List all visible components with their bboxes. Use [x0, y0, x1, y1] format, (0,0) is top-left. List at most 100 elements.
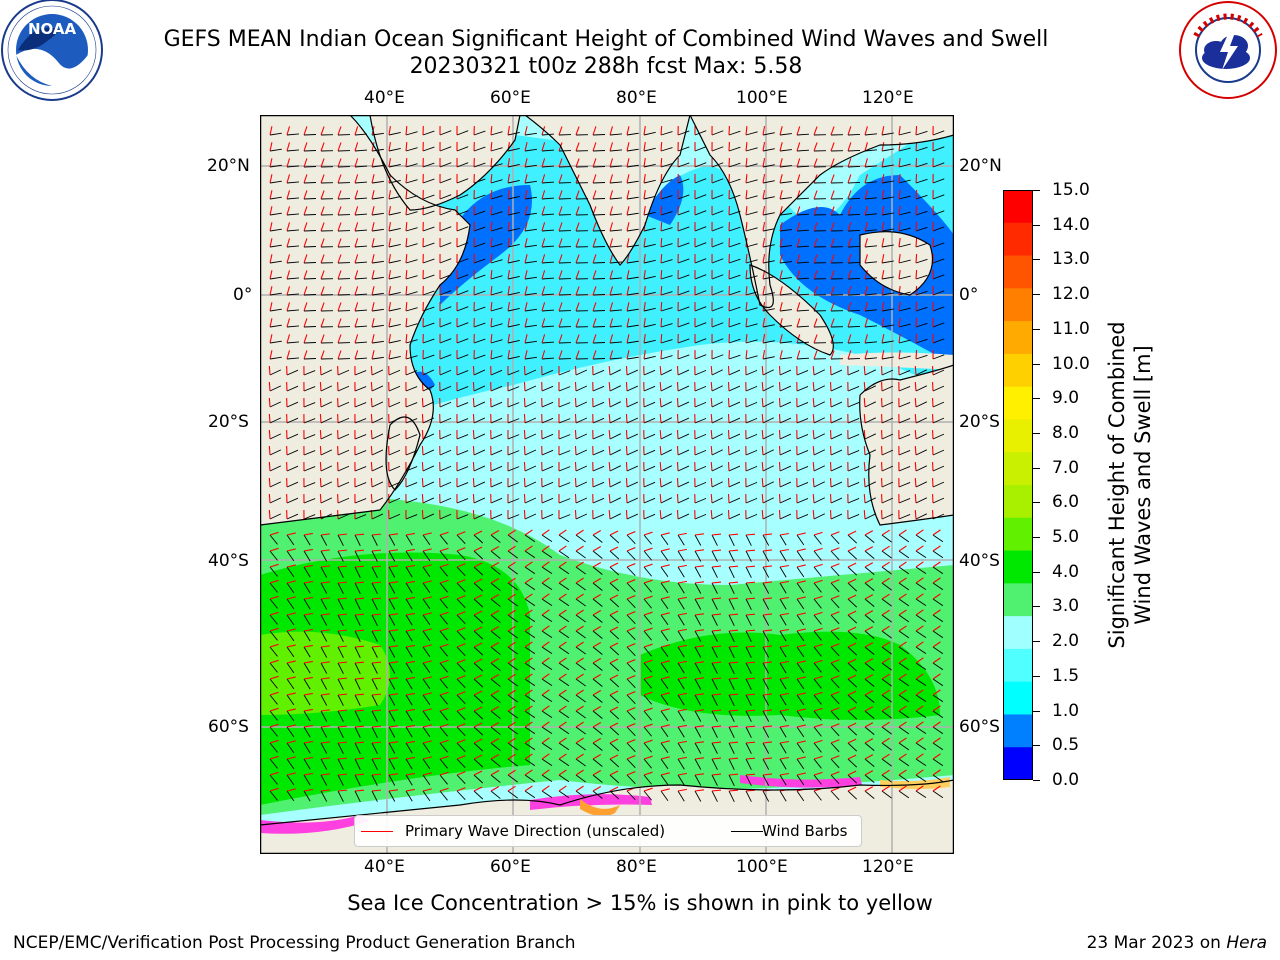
- wave-arrow: [337, 126, 342, 136]
- wave-arrow: [592, 642, 602, 648]
- wave-arrow: [659, 397, 662, 408]
- wave-arrow: [354, 741, 365, 744]
- wave-arrow: [371, 190, 375, 200]
- wave-arrow: [745, 757, 756, 760]
- wave-arrow: [320, 238, 325, 248]
- wind-barb: [558, 386, 571, 392]
- wave-arrow: [677, 596, 687, 600]
- wind-barb: [388, 678, 396, 690]
- wind-barb: [779, 229, 792, 232]
- wave-arrow: [524, 350, 528, 360]
- wind-barb: [388, 662, 396, 674]
- wave-arrow: [286, 532, 296, 536]
- wind-barb: [473, 146, 486, 152]
- wave-arrow: [524, 302, 528, 312]
- wave-arrow: [320, 629, 330, 632]
- wind-barb: [694, 614, 702, 626]
- wave-arrow: [863, 445, 866, 456]
- wave-arrow: [490, 333, 493, 344]
- wave-arrow: [677, 740, 687, 744]
- wave-arrow: [574, 445, 577, 456]
- wave-arrow: [490, 594, 500, 600]
- wave-arrow: [711, 645, 722, 648]
- wind-barb: [354, 277, 367, 280]
- wind-barb: [592, 774, 603, 783]
- wind-barb: [524, 276, 537, 280]
- wave-arrow: [439, 739, 449, 744]
- wave-arrow: [881, 545, 890, 552]
- wind-barb: [422, 550, 431, 562]
- wind-barb: [337, 534, 344, 546]
- wind-barb: [745, 369, 758, 376]
- wind-barb: [286, 497, 299, 504]
- wave-arrow: [830, 787, 840, 792]
- wind-barb: [473, 258, 486, 264]
- wave-arrow: [608, 445, 611, 456]
- wave-arrow: [303, 692, 313, 696]
- wind-barb: [830, 742, 840, 753]
- wind-barb: [915, 338, 928, 344]
- wind-barb: [847, 197, 861, 200]
- wind-barb: [915, 290, 928, 296]
- wind-barb: [371, 356, 384, 360]
- wind-barb: [745, 163, 758, 168]
- wind-barb: [915, 274, 928, 280]
- wave-arrow: [575, 350, 580, 360]
- wave-arrow: [915, 269, 918, 280]
- wave-arrow: [337, 206, 342, 216]
- wind-barb: [864, 790, 875, 799]
- wave-arrow: [421, 429, 424, 440]
- wave-arrow: [456, 611, 466, 616]
- wind-barb: [456, 226, 469, 232]
- wind-barb: [388, 164, 401, 168]
- wind-barb: [456, 418, 469, 424]
- wave-arrow: [337, 142, 342, 152]
- wave-arrow: [303, 302, 308, 312]
- wave-arrow: [490, 173, 493, 184]
- wind-barb: [388, 228, 401, 232]
- wind-barb: [881, 758, 892, 767]
- wave-arrow: [405, 253, 408, 264]
- wave-arrow: [728, 533, 739, 536]
- colorbar-segment: [1003, 353, 1033, 388]
- wave-arrow: [694, 597, 704, 600]
- wind-barb: [320, 774, 328, 786]
- colorbar-tick-label: 11.0: [1052, 318, 1090, 339]
- wind-barb: [371, 678, 378, 690]
- wind-barb: [473, 534, 484, 544]
- wave-arrow: [354, 254, 359, 264]
- wave-arrow: [490, 189, 493, 200]
- wind-barb: [473, 290, 486, 296]
- wind-barb: [575, 742, 586, 751]
- wind-barb: [762, 180, 775, 184]
- wind-barb: [711, 614, 718, 626]
- wind-barb: [711, 290, 724, 296]
- wave-arrow: [609, 318, 614, 328]
- wind-barb: [864, 385, 877, 392]
- wind-barb: [524, 513, 537, 520]
- wind-barb: [388, 449, 401, 456]
- wind-barb: [320, 369, 333, 376]
- wave-arrow: [694, 709, 704, 712]
- wind-barb: [609, 614, 620, 624]
- wave-arrow: [388, 757, 398, 760]
- wind-barb: [490, 481, 503, 488]
- wind-barb: [439, 630, 448, 641]
- wind-barb: [643, 307, 656, 312]
- wind-barb: [745, 227, 758, 232]
- wind-barb: [490, 646, 501, 655]
- wave-arrow: [286, 238, 291, 248]
- wave-arrow: [592, 158, 597, 168]
- footer-machine: Hera: [1226, 933, 1267, 953]
- wave-arrow: [269, 595, 279, 600]
- wind-barb: [864, 293, 877, 296]
- wave-arrow: [813, 627, 823, 632]
- wave-arrow: [762, 254, 766, 264]
- wave-arrow: [660, 708, 670, 712]
- wind-barb: [898, 614, 910, 623]
- wave-arrow: [609, 738, 619, 744]
- wave-arrow: [608, 477, 611, 488]
- wave-arrow: [881, 270, 885, 280]
- wind-barb: [830, 678, 840, 689]
- wind-barb: [269, 742, 278, 753]
